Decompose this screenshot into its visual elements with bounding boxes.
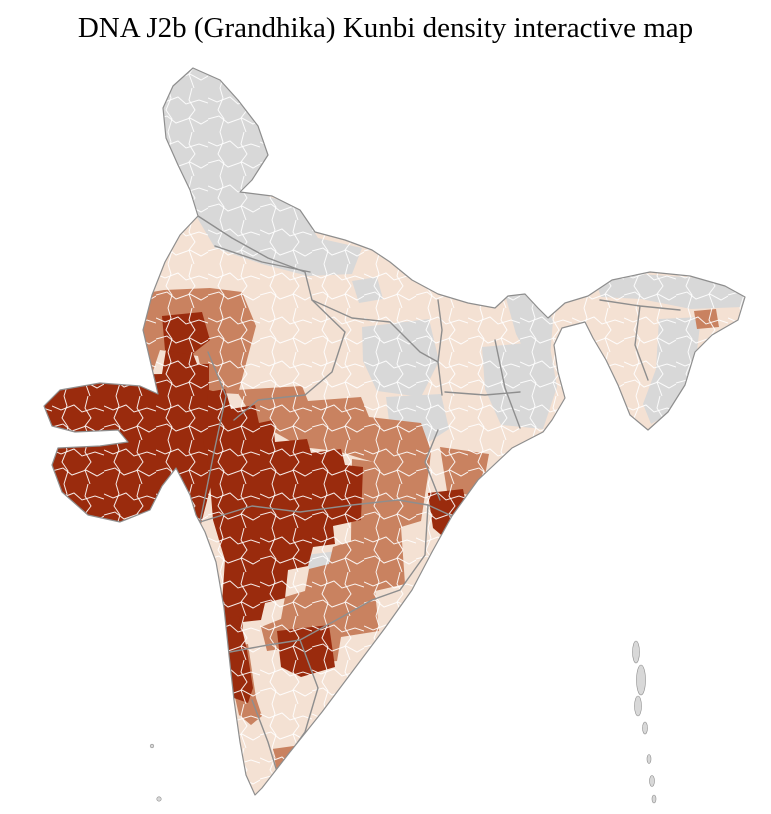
map-region[interactable]	[92, 336, 141, 377]
district-borders-overlay	[44, 68, 745, 795]
page-title: DNA J2b (Grandhika) Kunbi density intera…	[77, 12, 694, 44]
country-outline	[43, 67, 746, 796]
state-borders	[197, 215, 681, 776]
island[interactable]	[636, 664, 646, 696]
island[interactable]	[649, 775, 655, 787]
island[interactable]	[149, 743, 155, 749]
island[interactable]	[651, 794, 657, 804]
island[interactable]	[646, 754, 652, 764]
island[interactable]	[156, 796, 162, 802]
islands-group[interactable]	[149, 640, 657, 804]
island[interactable]	[634, 695, 642, 717]
island[interactable]	[642, 721, 648, 735]
island[interactable]	[632, 640, 640, 664]
